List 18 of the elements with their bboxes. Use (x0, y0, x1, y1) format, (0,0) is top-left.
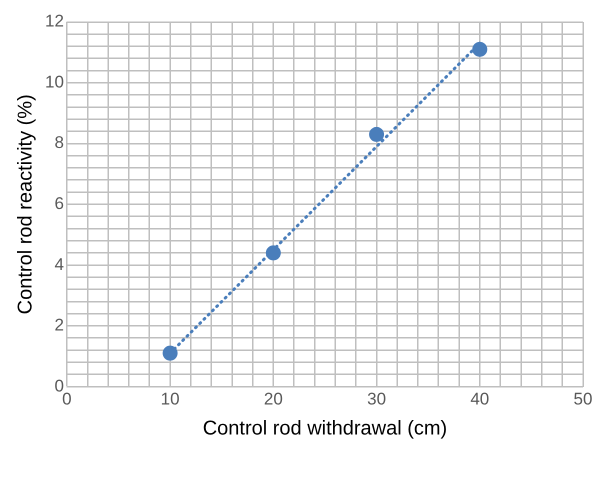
point (369, 126, 384, 142)
point (472, 42, 488, 57)
point (266, 245, 281, 260)
point (162, 346, 178, 361)
y-axis-title: Control rod reactivity (%) (14, 94, 37, 314)
x-tick-label: 30 (367, 389, 386, 408)
x-tick-label: 50 (574, 389, 592, 408)
y-tick-label: 10 (44, 72, 64, 92)
x-tick-label: 20 (264, 389, 283, 408)
y-tick-label: 12 (44, 12, 64, 31)
x-tick-label: 40 (470, 389, 490, 408)
y-tick-label: 0 (54, 376, 64, 396)
y-tick-label: 2 (54, 316, 64, 335)
y-tick-label: 8 (54, 133, 64, 152)
x-axis-title: Control rod withdrawal (cm) (202, 418, 448, 440)
x-tick-label: 10 (160, 389, 180, 408)
y-tick-label: 6 (54, 194, 64, 213)
y-tick-label: 4 (54, 254, 64, 274)
